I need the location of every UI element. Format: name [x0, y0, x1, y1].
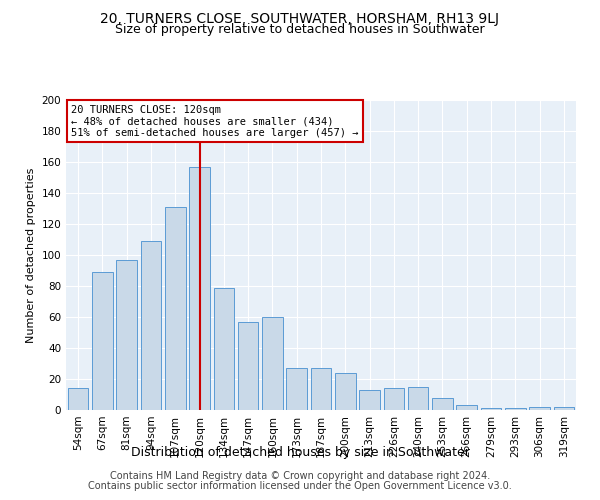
- Text: 20, TURNERS CLOSE, SOUTHWATER, HORSHAM, RH13 9LJ: 20, TURNERS CLOSE, SOUTHWATER, HORSHAM, …: [101, 12, 499, 26]
- Bar: [165, 207, 185, 410]
- Bar: [457, 406, 477, 410]
- Text: Distribution of detached houses by size in Southwater: Distribution of detached houses by size …: [131, 446, 469, 459]
- Text: Size of property relative to detached houses in Southwater: Size of property relative to detached ho…: [115, 22, 485, 36]
- Bar: [311, 368, 331, 410]
- Bar: [68, 388, 88, 410]
- Bar: [262, 317, 283, 410]
- Bar: [359, 390, 380, 410]
- Bar: [383, 388, 404, 410]
- Text: Contains HM Land Registry data © Crown copyright and database right 2024.: Contains HM Land Registry data © Crown c…: [110, 471, 490, 481]
- Bar: [92, 272, 113, 410]
- Bar: [505, 408, 526, 410]
- Bar: [214, 288, 234, 410]
- Bar: [481, 408, 502, 410]
- Text: 20 TURNERS CLOSE: 120sqm
← 48% of detached houses are smaller (434)
51% of semi-: 20 TURNERS CLOSE: 120sqm ← 48% of detach…: [71, 104, 359, 138]
- Bar: [554, 407, 574, 410]
- Bar: [408, 387, 428, 410]
- Bar: [529, 407, 550, 410]
- Bar: [116, 260, 137, 410]
- Bar: [189, 166, 210, 410]
- Text: Contains public sector information licensed under the Open Government Licence v3: Contains public sector information licen…: [88, 481, 512, 491]
- Y-axis label: Number of detached properties: Number of detached properties: [26, 168, 36, 342]
- Bar: [432, 398, 453, 410]
- Bar: [286, 368, 307, 410]
- Bar: [238, 322, 259, 410]
- Bar: [335, 373, 356, 410]
- Bar: [140, 241, 161, 410]
